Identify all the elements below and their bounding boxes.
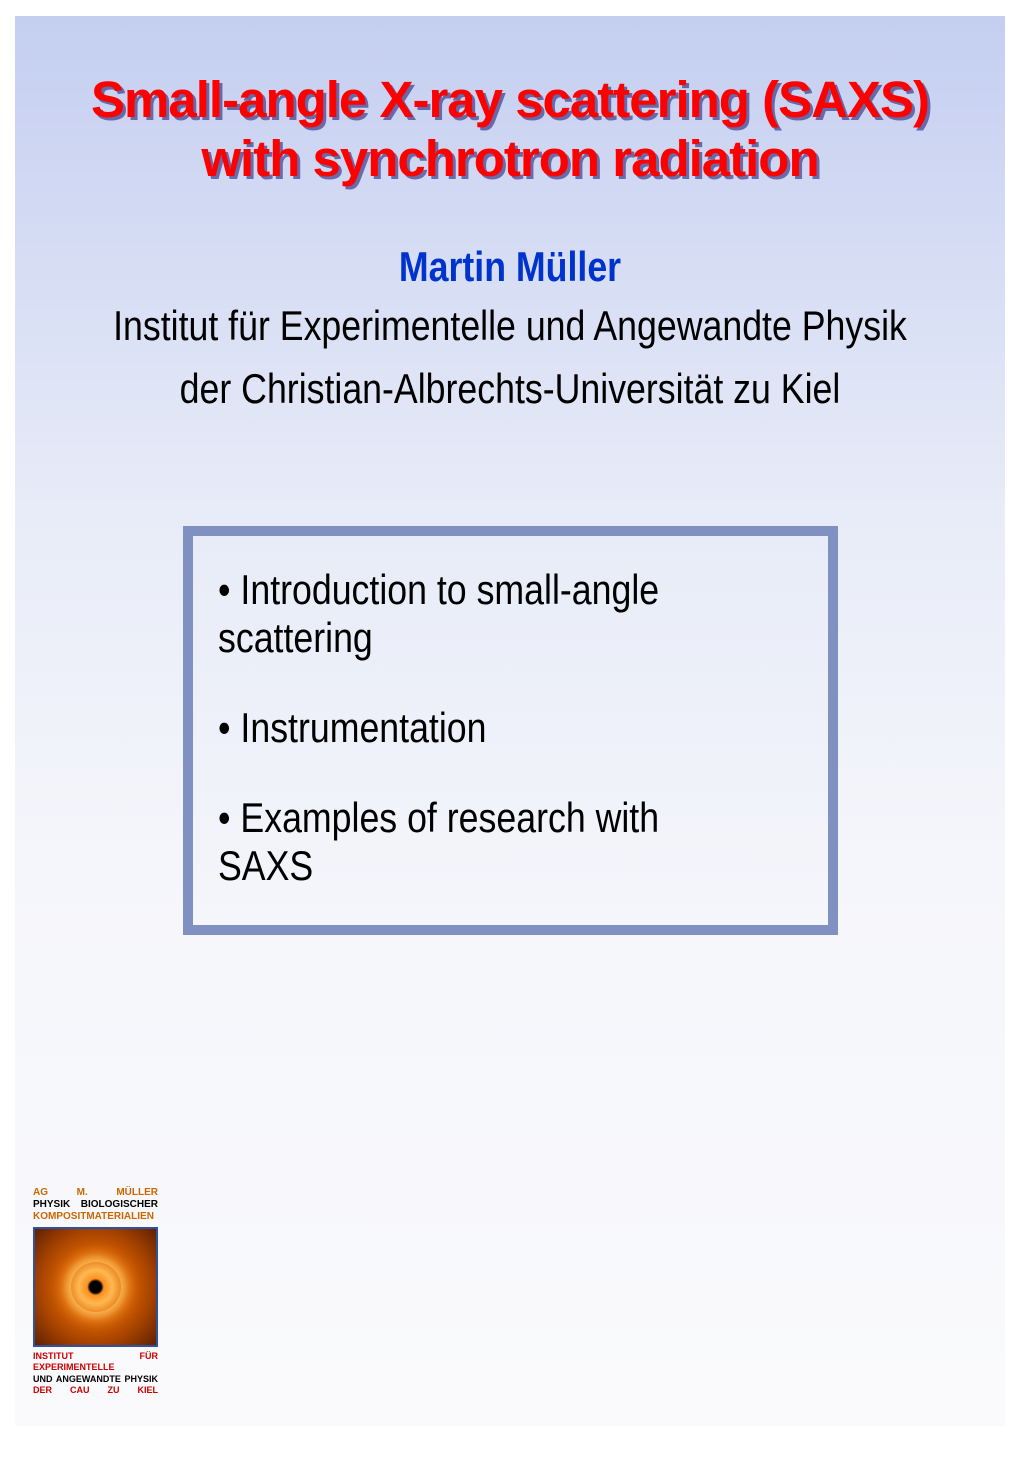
footer-group-name: AG M. MÜLLER PHYSIK BIOLOGISCHER KOMPOSI… <box>33 1187 158 1223</box>
footer-logo-block: AG M. MÜLLER PHYSIK BIOLOGISCHER KOMPOSI… <box>33 1187 158 1396</box>
affiliation-line-2: der Christian-Albrechts-Universität zu K… <box>89 362 931 417</box>
footer-top-line-2: PHYSIK BIOLOGISCHER <box>33 1199 158 1210</box>
footer-top-line-3: KOMPOSITMATERIALIEN <box>33 1211 154 1222</box>
topic-item: • Introduction to small-angle scattering <box>218 566 715 662</box>
footer-saxs-image <box>33 1227 158 1347</box>
footer-bottom-line-3: DER CAU ZU KIEL <box>33 1385 158 1395</box>
topics-box: • Introduction to small-angle scattering… <box>183 526 838 935</box>
presentation-slide: Small-angle X-ray scattering (SAXS) with… <box>15 16 1005 1426</box>
slide-title-line-1: Small-angle X-ray scattering (SAXS) <box>15 71 1005 130</box>
footer-top-line-1: AG M. MÜLLER <box>33 1187 158 1198</box>
footer-bottom-line-1: INSTITUT FÜR EXPERIMENTELLE <box>33 1351 158 1372</box>
affiliation-line-1: Institut für Experimentelle und Angewand… <box>89 299 931 354</box>
author-name: Martin Müller <box>89 243 931 291</box>
footer-institute-name: INSTITUT FÜR EXPERIMENTELLE UND ANGEWAND… <box>33 1351 158 1396</box>
slide-title-line-2: with synchrotron radiation <box>15 130 1005 189</box>
footer-bottom-line-2: UND ANGEWANDTE PHYSIK <box>33 1374 158 1384</box>
topic-item: • Instrumentation <box>218 704 715 752</box>
topic-item: • Examples of research with SAXS <box>218 794 715 890</box>
